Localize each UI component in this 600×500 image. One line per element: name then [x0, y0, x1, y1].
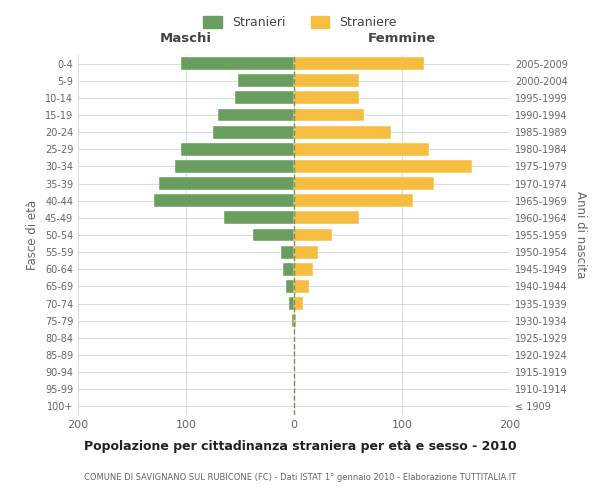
- Legend: Stranieri, Straniere: Stranieri, Straniere: [198, 11, 402, 34]
- Bar: [294, 314, 296, 327]
- Bar: [294, 126, 391, 138]
- Bar: [294, 212, 359, 224]
- Bar: [294, 57, 424, 70]
- Bar: [294, 194, 413, 207]
- Bar: [218, 108, 294, 122]
- Bar: [213, 126, 294, 138]
- Bar: [294, 74, 359, 87]
- Y-axis label: Fasce di età: Fasce di età: [26, 200, 39, 270]
- Bar: [294, 143, 429, 156]
- Bar: [286, 280, 294, 293]
- Bar: [294, 246, 318, 258]
- Bar: [294, 108, 364, 122]
- Bar: [294, 280, 309, 293]
- Text: Popolazione per cittadinanza straniera per età e sesso - 2010: Popolazione per cittadinanza straniera p…: [83, 440, 517, 453]
- Bar: [159, 177, 294, 190]
- Bar: [294, 92, 359, 104]
- Bar: [294, 228, 332, 241]
- Bar: [292, 314, 294, 327]
- Y-axis label: Anni di nascita: Anni di nascita: [574, 192, 587, 278]
- Bar: [253, 228, 294, 241]
- Text: Femmine: Femmine: [368, 32, 436, 44]
- Bar: [294, 263, 313, 276]
- Bar: [175, 160, 294, 173]
- Text: Maschi: Maschi: [160, 32, 212, 44]
- Bar: [281, 246, 294, 258]
- Bar: [283, 263, 294, 276]
- Bar: [154, 194, 294, 207]
- Bar: [289, 297, 294, 310]
- Bar: [235, 92, 294, 104]
- Text: COMUNE DI SAVIGNANO SUL RUBICONE (FC) - Dati ISTAT 1° gennaio 2010 - Elaborazion: COMUNE DI SAVIGNANO SUL RUBICONE (FC) - …: [84, 473, 516, 482]
- Bar: [294, 160, 472, 173]
- Bar: [294, 177, 434, 190]
- Bar: [294, 297, 302, 310]
- Bar: [238, 74, 294, 87]
- Bar: [181, 143, 294, 156]
- Bar: [181, 57, 294, 70]
- Bar: [224, 212, 294, 224]
